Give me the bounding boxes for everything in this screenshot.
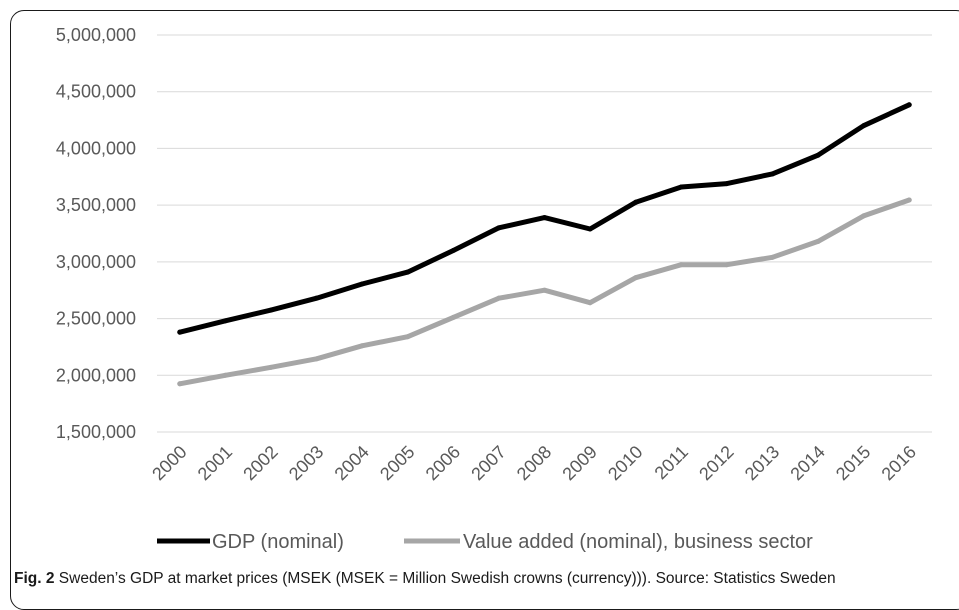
data-point <box>359 281 365 287</box>
x-axis-ticks: 2000 2001 2002 2003 2004 2005 2006 2007 2008 2009… <box>148 442 920 484</box>
data-point <box>861 213 867 219</box>
line-chart: 1,500,000 2,000,000 2,500,000 3,000,000 3,50… <box>56 25 932 553</box>
data-point <box>906 197 912 203</box>
x-tick-label: 2010 <box>604 442 646 484</box>
x-tick-label: 2001 <box>194 442 236 484</box>
data-point <box>815 238 821 244</box>
y-tick-label: 4,500,000 <box>56 82 136 102</box>
data-point <box>177 329 183 335</box>
data-point <box>678 262 684 268</box>
x-tick-label: 2014 <box>786 442 828 484</box>
data-point <box>405 334 411 340</box>
data-point <box>314 356 320 362</box>
legend-label-value-added: Value added (nominal), business sector <box>463 531 813 553</box>
data-point <box>542 215 547 221</box>
data-point <box>177 381 183 387</box>
x-tick-label: 2009 <box>558 442 600 484</box>
y-axis-ticks: 1,500,000 2,000,000 2,500,000 3,000,000 3,50… <box>56 25 136 442</box>
data-point <box>314 295 320 301</box>
data-point <box>268 364 274 370</box>
data-point <box>450 248 456 254</box>
y-tick-label: 3,000,000 <box>56 252 136 272</box>
data-point <box>724 181 730 187</box>
y-tick-label: 1,500,000 <box>56 422 136 442</box>
data-point <box>268 307 274 313</box>
x-tick-label: 2015 <box>832 442 874 484</box>
x-tick-label: 2008 <box>513 442 555 484</box>
data-point <box>496 225 502 231</box>
data-point <box>222 318 228 324</box>
x-tick-label: 2005 <box>376 442 418 484</box>
y-tick-label: 3,500,000 <box>56 195 136 215</box>
y-tick-label: 2,000,000 <box>56 365 136 385</box>
x-tick-label: 2011 <box>651 442 693 484</box>
y-tick-label: 5,000,000 <box>56 25 136 45</box>
x-tick-label: 2012 <box>695 442 737 484</box>
data-point <box>724 262 730 268</box>
data-point <box>405 269 411 275</box>
data-point <box>450 314 456 320</box>
data-point <box>587 300 593 306</box>
data-point <box>906 102 912 108</box>
figure-caption-text: Sweden’s GDP at market prices (MSEK (MSE… <box>58 570 836 587</box>
data-point <box>633 199 639 205</box>
data-point <box>222 372 228 378</box>
data-point <box>769 254 775 260</box>
x-tick-label: 2000 <box>148 442 190 484</box>
y-tick-label: 4,000,000 <box>56 138 136 158</box>
data-point <box>359 343 365 349</box>
data-point <box>769 171 775 177</box>
legend-label-gdp: GDP (nominal) <box>212 531 344 553</box>
gridlines <box>157 34 932 433</box>
data-point <box>496 295 502 301</box>
data-point <box>678 184 684 190</box>
y-tick-label: 2,500,000 <box>56 309 136 329</box>
data-point <box>587 226 593 232</box>
x-tick-label: 2002 <box>239 442 281 484</box>
x-tick-label: 2003 <box>285 442 327 484</box>
data-point <box>633 275 639 281</box>
figure-label: Fig. 2 <box>14 570 55 587</box>
x-tick-label: 2004 <box>331 442 373 484</box>
data-point <box>542 287 547 293</box>
x-tick-label: 2007 <box>467 442 509 484</box>
legend: GDP (nominal) Value added (nominal), bus… <box>157 531 813 553</box>
figure-caption: Fig. 2 Sweden’s GDP at market prices (MS… <box>14 570 836 588</box>
data-point <box>861 123 867 129</box>
x-tick-label: 2013 <box>741 442 783 484</box>
data-point <box>815 152 821 158</box>
series-lines <box>177 102 912 387</box>
x-tick-label: 2006 <box>422 442 464 484</box>
x-tick-label: 2016 <box>878 442 920 484</box>
